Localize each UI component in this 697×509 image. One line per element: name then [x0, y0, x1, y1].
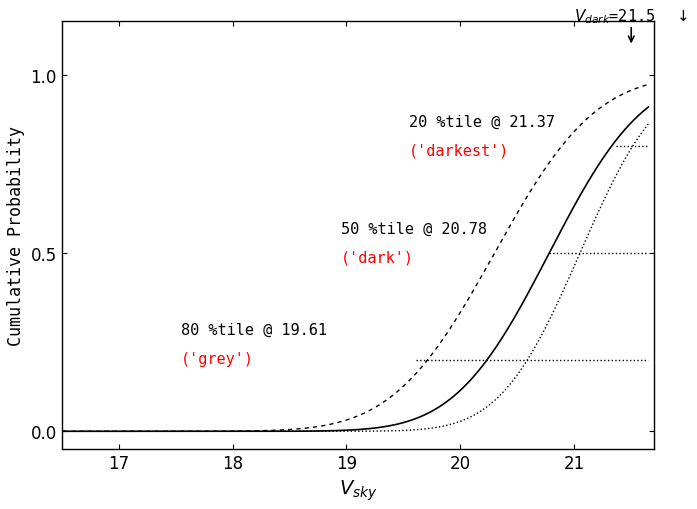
Text: 50 %tile @ 20.78: 50 %tile @ 20.78	[341, 221, 487, 236]
Text: 20 %tile @ 21.37: 20 %tile @ 21.37	[409, 115, 555, 129]
Text: ('grey'): ('grey')	[181, 351, 254, 366]
Text: ('dark'): ('dark')	[341, 249, 414, 265]
Text: $V_{dark}$=21.5  $\downarrow$: $V_{dark}$=21.5 $\downarrow$	[574, 7, 688, 26]
Text: 80 %tile @ 19.61: 80 %tile @ 19.61	[181, 323, 328, 337]
Y-axis label: Cumulative Probability: Cumulative Probability	[7, 126, 25, 346]
Text: ('darkest'): ('darkest')	[409, 143, 510, 158]
X-axis label: $V_{sky}$: $V_{sky}$	[339, 477, 377, 502]
